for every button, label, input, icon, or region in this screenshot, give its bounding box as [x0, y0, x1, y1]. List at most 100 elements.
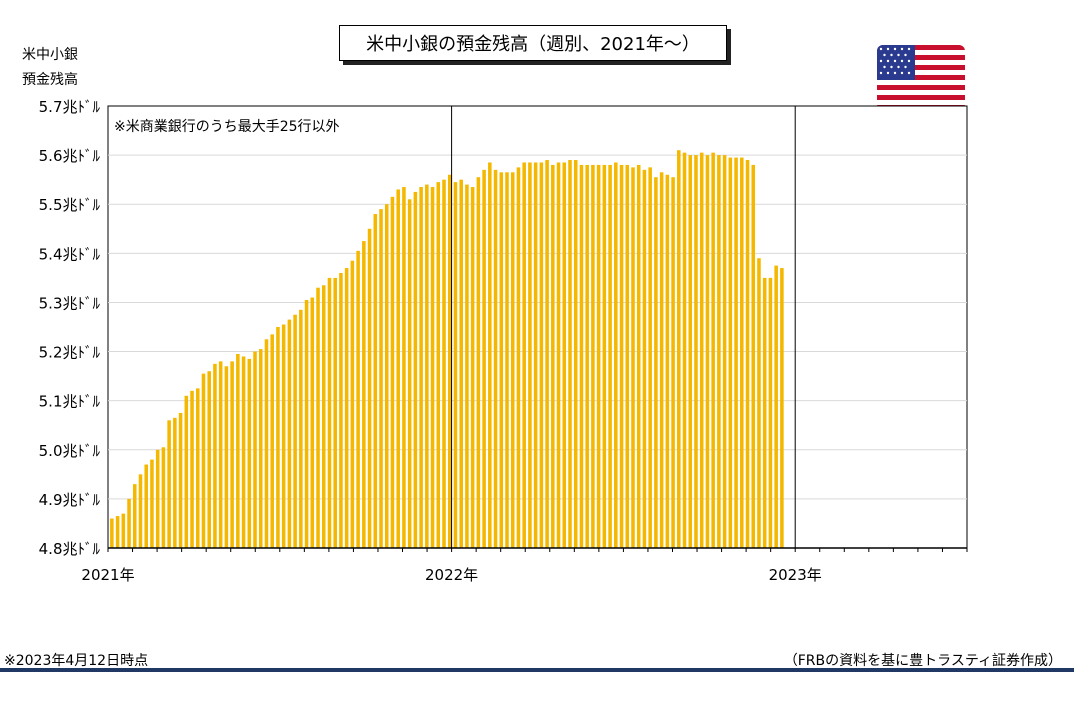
bar [636, 164, 641, 548]
bar [110, 518, 114, 548]
bar [161, 447, 166, 548]
bar [173, 417, 177, 548]
bar [694, 155, 698, 548]
bar [362, 241, 366, 549]
bar [556, 162, 561, 548]
bar [413, 191, 418, 548]
chart-svg: 4.8兆ﾄﾞﾙ 4.9兆ﾄﾞﾙ 5.0兆ﾄﾞﾙ 5.1兆ﾄﾞﾙ 5.2兆ﾄﾞﾙ 5.3兆ﾄ… [39, 98, 968, 584]
bar [430, 187, 435, 549]
y-tick-label: 5.7兆ﾄﾞﾙ [39, 98, 101, 116]
bar [207, 371, 211, 548]
bar [488, 162, 492, 548]
bar [671, 177, 675, 548]
bar [258, 349, 263, 548]
bar [533, 162, 538, 548]
footnote-source: （FRBの資料を基に豊トラスティ証券作成） [783, 653, 1062, 669]
bar [745, 160, 750, 548]
bar [247, 358, 252, 548]
bar [762, 277, 767, 548]
y-tick-label: 5.3兆ﾄﾞﾙ [39, 294, 101, 312]
chart-title: 米中小銀の預金残高（週別、2021年～） [339, 25, 727, 61]
bar [459, 179, 463, 548]
bar [740, 157, 744, 549]
bar [465, 184, 469, 549]
bar [493, 169, 498, 548]
bar [659, 172, 664, 549]
bar [390, 196, 395, 548]
bar [568, 160, 572, 548]
bar [241, 356, 246, 548]
y-tick-label: 5.5兆ﾄﾞﾙ [39, 196, 101, 214]
bar [384, 204, 389, 548]
bar [310, 297, 315, 548]
bar [264, 339, 269, 548]
bar [299, 309, 303, 548]
bar [293, 314, 297, 548]
bar [367, 228, 372, 548]
bar [138, 474, 143, 548]
bar [482, 169, 486, 548]
bar [654, 177, 658, 548]
bar [144, 464, 148, 548]
bar [321, 285, 326, 548]
bar [379, 209, 383, 548]
bar [619, 164, 624, 548]
bar [453, 182, 458, 548]
bar [447, 174, 452, 548]
bar [281, 324, 286, 548]
bar [505, 172, 509, 549]
bar [677, 150, 681, 548]
bar [579, 164, 584, 548]
bar [167, 420, 171, 548]
bar [316, 287, 320, 548]
footnote-date: ※2023年4月12日時点 [4, 653, 149, 669]
bar [499, 172, 504, 549]
bar [356, 250, 360, 548]
x-tick-label: 2022年 [425, 566, 478, 584]
bar [591, 164, 595, 548]
bar [396, 189, 400, 548]
bar [608, 164, 612, 548]
y-tick-label: 5.0兆ﾄﾞﾙ [39, 442, 101, 460]
bars [110, 150, 784, 549]
bar [757, 258, 761, 548]
bar [425, 184, 429, 549]
bar [373, 214, 378, 549]
bar [774, 265, 778, 548]
bar [253, 351, 257, 548]
bar [327, 277, 332, 548]
bar [573, 160, 578, 548]
gridlines [108, 154, 967, 500]
bar [236, 354, 240, 548]
bar [276, 327, 280, 548]
bar [127, 498, 131, 548]
y-axis-label-line2: 預金残高 [22, 72, 78, 88]
bar [436, 182, 441, 548]
bar [115, 516, 120, 548]
bar [516, 167, 521, 548]
y-axis-label: 米中小銀 預金残高 [22, 43, 78, 93]
bar [717, 155, 721, 548]
bar [344, 268, 349, 548]
y-tick-label: 5.6兆ﾄﾞﾙ [39, 147, 101, 165]
bar [350, 260, 355, 548]
bar [407, 199, 412, 549]
bar [476, 177, 481, 548]
bar [528, 162, 532, 548]
y-tick-label: 5.2兆ﾄﾞﾙ [39, 344, 101, 362]
bar [585, 164, 589, 548]
bar [642, 169, 647, 548]
y-axis-label-line1: 米中小銀 [22, 47, 78, 63]
bar [442, 179, 446, 548]
bar [522, 162, 526, 548]
bar [705, 155, 710, 548]
bar [184, 395, 189, 548]
y-tick-label: 5.4兆ﾄﾞﾙ [39, 245, 101, 263]
bar [539, 162, 544, 548]
bar [333, 277, 337, 548]
bar [213, 363, 217, 548]
y-tick-label: 4.9兆ﾄﾞﾙ [39, 491, 101, 509]
bar [224, 366, 229, 548]
bar [201, 373, 206, 548]
footer-bar [0, 668, 1074, 672]
